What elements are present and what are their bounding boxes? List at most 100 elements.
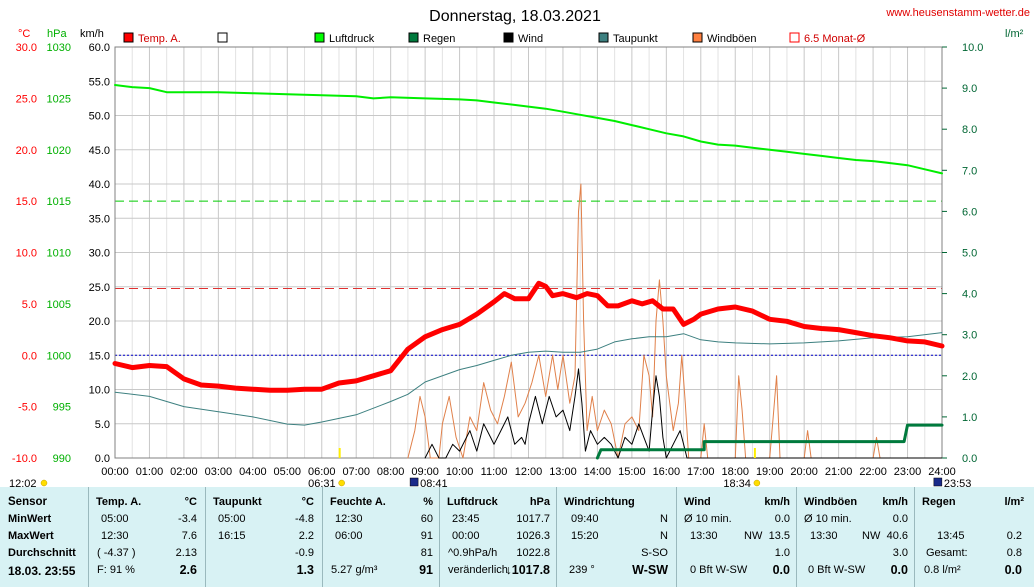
regen-today: 0.8 l/m² (924, 564, 961, 576)
regen-total-value: 0.8 (1006, 547, 1022, 559)
regen-current: 0.0 (1004, 563, 1022, 577)
series-line-taupunkt (114, 332, 943, 426)
rain-axis-tick: 9.0 (962, 83, 977, 95)
wind-axis-tick: 5.0 (95, 419, 110, 431)
rain-axis-tick: 3.0 (962, 330, 977, 342)
wind-axis-tick: 0.0 (95, 453, 110, 465)
feuchte-min-time: 12:30 (335, 513, 363, 525)
taupunkt-header: Taupunkt (213, 496, 262, 508)
stats-col-wind: Wind km/h Ø 10 min. 0.0 13:30 NW 13.5 1.… (676, 487, 797, 587)
wind-axis-tick: 40.0 (89, 179, 110, 191)
regen-max-time: 13:45 (937, 530, 965, 542)
row-label-avg: Durchschnitt (8, 547, 76, 559)
windrichtung-max-time: 15:20 (571, 530, 599, 542)
legend-swatch (789, 32, 800, 43)
windrichtung-min-time: 09:40 (571, 513, 599, 525)
temp-unit: °C (184, 496, 197, 508)
regen-max-value: 0.2 (1006, 530, 1022, 542)
legend-label: Luftdruck (329, 33, 375, 45)
luftdruck-min-value: 1017.7 (516, 513, 550, 525)
x-axis-tick: 07:00 (342, 466, 370, 478)
wind-axis-tick: 60.0 (89, 42, 110, 54)
wind-max-direction: NW (744, 530, 763, 542)
wind-axis-tick: 20.0 (89, 316, 110, 328)
windboeen-avg10-label: Ø 10 min. (804, 513, 852, 525)
temp-axis-unit: °C (18, 28, 30, 40)
windrichtung-max-value: N (660, 530, 668, 542)
legend-label: Temp. A. (138, 33, 181, 45)
x-axis-tick: 14:00 (584, 466, 612, 478)
luftdruck-max-time: 00:00 (452, 530, 480, 542)
x-axis-tick: 05:00 (274, 466, 302, 478)
temp-max-time: 12:30 (101, 530, 129, 542)
x-axis-tick: 09:00 (411, 466, 439, 478)
x-axis-tick: 00:00 (101, 466, 129, 478)
x-axis-tick: 17:00 (687, 466, 715, 478)
wind-axis-tick: 55.0 (89, 76, 110, 88)
wind-avg10-value: 0.0 (774, 513, 790, 525)
wind-axis-tick: 30.0 (89, 248, 110, 260)
x-axis-tick: 13:00 (549, 466, 577, 478)
feuchte-min-value: 60 (420, 513, 433, 525)
regen-total-label: Gesamt: (926, 547, 968, 559)
windboeen-max-time: 13:30 (810, 530, 838, 542)
x-axis-tick: 08:00 (377, 466, 405, 478)
stats-col-windboeen: Windböen km/h Ø 10 min. 0.0 13:30 NW 40.… (796, 487, 915, 587)
legend-swatch (692, 32, 703, 43)
windrichtung-min-value: N (660, 513, 668, 525)
legend-swatch (314, 32, 325, 43)
wind-avg-value: 1.0 (774, 547, 790, 559)
temp-axis-tick: -10.0 (12, 453, 37, 465)
windrichtung-degrees: 239 ° (569, 564, 595, 576)
stats-col-regen: Regen l/m² 13:45 0.2 Gesamt: 0.8 0.8 l/m… (914, 487, 1034, 587)
temp-avg-note: ( -4.37 ) (97, 547, 136, 559)
feuchte-avg-value: 81 (420, 547, 433, 559)
stats-panel: Sensor MinWert MaxWert Durchschnitt 18.0… (0, 487, 1034, 587)
wind-beaufort: 0 Bft W-SW (690, 564, 748, 576)
legend-label: Regen (423, 33, 455, 45)
row-label-max: MaxWert (8, 530, 54, 542)
feuchte-max-time: 06:00 (335, 530, 363, 542)
row-label-min: MinWert (8, 513, 52, 525)
pressure-axis-tick: 1000 (47, 350, 71, 362)
moon-time-label: 08:41 (420, 478, 448, 487)
pressure-axis-tick: 1020 (47, 145, 71, 157)
x-axis-tick: 12:00 (515, 466, 543, 478)
x-axis-tick: 16:00 (653, 466, 681, 478)
taupunkt-unit: °C (301, 496, 314, 508)
x-axis-tick: 18:00 (721, 466, 749, 478)
x-axis-tick: 22:00 (859, 466, 887, 478)
x-axis-tick: 19:00 (756, 466, 784, 478)
x-axis-tick: 23:00 (894, 466, 922, 478)
wind-max-time: 13:30 (690, 530, 718, 542)
windrichtung-avg-value: S-SO (641, 547, 668, 559)
rain-axis-tick: 4.0 (962, 289, 977, 301)
x-axis-tick: 03:00 (205, 466, 233, 478)
pressure-axis-tick: 990 (53, 453, 71, 465)
x-axis-tick: 21:00 (825, 466, 853, 478)
feuchte-header: Feuchte A. (330, 496, 386, 508)
chart-title: Donnerstag, 18.03.2021 (429, 8, 601, 25)
windboeen-header: Windböen (804, 496, 858, 508)
temp-axis-tick: 0.0 (22, 350, 37, 362)
x-axis-tick: 01:00 (136, 466, 164, 478)
x-axis-tick: 04:00 (239, 466, 267, 478)
stats-col-temp: Temp. A. °C 05:00 -3.4 12:30 7.6 ( -4.37… (88, 487, 206, 587)
luftdruck-current: ↓1017.8 (505, 563, 550, 577)
feuchte-absolute: 5.27 g/m³ (331, 564, 378, 576)
series-line-temp-a- (112, 280, 945, 393)
stats-col-windrichtung: Windrichtung 09:40 N 15:20 N S-SO 239 ° … (556, 487, 677, 587)
wind-axis-tick: 10.0 (89, 385, 110, 397)
wind-axis-tick: 45.0 (89, 145, 110, 157)
windrichtung-current: W-SW (632, 563, 668, 577)
windboeen-unit: km/h (882, 496, 908, 508)
temp-axis-tick: 30.0 (16, 42, 37, 54)
x-axis-tick: 24:00 (928, 466, 956, 478)
taupunkt-max-value: 2.2 (298, 530, 314, 542)
pressure-axis-tick: 995 (53, 402, 71, 414)
taupunkt-min-value: -4.8 (295, 513, 314, 525)
rain-axis-tick: 1.0 (962, 412, 977, 424)
windrichtung-header: Windrichtung (564, 496, 635, 508)
temp-min-value: -3.4 (178, 513, 197, 525)
